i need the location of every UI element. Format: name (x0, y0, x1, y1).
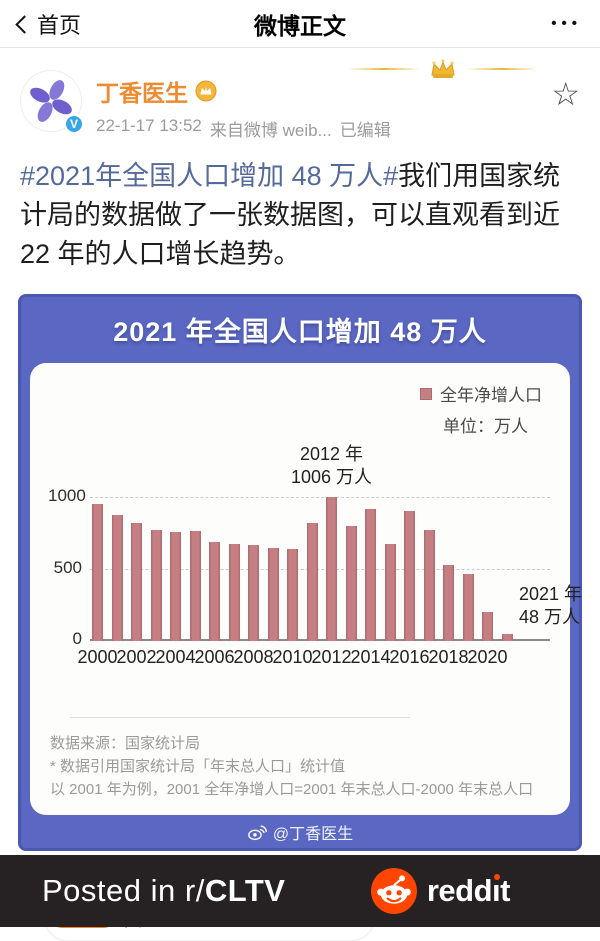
bar-2015 (384, 543, 396, 641)
weibo-post: V 丁香医生 22-1-17 13:52 来自微博 weib... 已编辑 ☆ … (0, 48, 600, 941)
x-tick-label: 2010 (272, 647, 313, 667)
x-tick-label: 2000 (77, 647, 118, 667)
note-citation: * 数据引用国家统计局「年末总人口」统计值 (50, 758, 346, 775)
hashtag-link[interactable]: #2021年全国人口增加 48 万人# (20, 161, 399, 191)
bar-2007 (228, 543, 240, 641)
post-header: V 丁香医生 22-1-17 13:52 来自微博 weib... 已编辑 ☆ (20, 48, 580, 141)
post-source[interactable]: 来自微博 weib... (209, 121, 332, 140)
chart-area: 0 500 1000 2012 年 1006 万人 2021 年 48 万人 (48, 441, 582, 648)
bar-2008 (248, 544, 259, 641)
posted-in-label: Posted in r/CLTV (42, 873, 285, 909)
y-tick-label: 0 (72, 629, 82, 648)
gridline (90, 568, 550, 570)
post-body: #2021年全国人口增加 48 万人#我们用国家统计局的数据做了一张数据图，可以… (20, 157, 580, 274)
y-tick-label: 1000 (48, 486, 86, 505)
x-tick-label: 2020 (467, 647, 508, 667)
bar-2010 (287, 549, 298, 641)
wordmark-i-dot: ı (492, 873, 501, 908)
reddit-footer-bar: Posted in r/CLTV reddıt (0, 855, 600, 927)
posted-prefix: Posted in r/ (42, 873, 205, 908)
legend-label: 全年净增人口 (440, 386, 542, 405)
chart-watermark-text: @丁香医生 (272, 826, 354, 843)
unit-label: 单位：万人 (443, 417, 528, 436)
post-text: 我们用国家统计局的数据做了一张数据图，可以直观看到近 22 年的人口增长趋势。 (20, 161, 561, 269)
crown-icon (431, 59, 455, 78)
bar-2009 (267, 548, 279, 641)
annotation-2021: 2021 年 48 万人 (519, 584, 582, 627)
chart-title: 2021 年全国人口增加 48 万人 (113, 317, 487, 347)
bar-2013 (345, 526, 357, 641)
notes-divider (70, 717, 410, 718)
bar-2011 (306, 523, 318, 641)
bar-2004 (170, 532, 181, 641)
subreddit-name[interactable]: CLTV (204, 873, 286, 908)
avatar-image (20, 70, 82, 132)
gold-line-left (348, 68, 420, 70)
bar-2000 (92, 504, 103, 641)
reddit-snoo-icon (370, 868, 417, 914)
lilac-flower-logo (30, 80, 72, 122)
chart-inner-card: 全年净增人口 单位：万人 0 500 1000 2012 年 1006 万人 2021 … (30, 363, 582, 815)
bar-2005 (189, 531, 201, 641)
top-navigation-bar: 首页 微博正文 ••• (0, 0, 600, 48)
bar-2017 (423, 529, 435, 641)
x-tick-label: 2008 (233, 647, 274, 667)
chart-plot: 0 500 1000 (48, 486, 550, 648)
bar-2006 (209, 542, 220, 641)
more-options-button[interactable]: ••• (551, 15, 582, 32)
wordmark-tail: t (500, 873, 510, 908)
avatar[interactable]: V (20, 70, 84, 134)
wordmark-head: redd (426, 873, 493, 908)
back-button[interactable]: 首页 (15, 8, 82, 40)
chart-legend: 全年净增人口 单位：万人 (50, 381, 550, 437)
chart-watermark: @丁香医生 (18, 815, 582, 851)
chart-image[interactable]: 2021 年全国人口增加 48 万人 全年净增人口 单位：万人 0 500 1000… (18, 294, 582, 851)
crown-decoration (348, 58, 538, 80)
verified-badge-icon: V (64, 114, 84, 134)
note-example: 以 2001 年为例，2001 全年净增人口=2001 年末总人口-2000 年… (50, 781, 534, 798)
bar-2002 (131, 522, 142, 641)
weibo-logo-icon (247, 825, 267, 841)
back-label: 首页 (37, 12, 82, 38)
bar-2019 (462, 574, 474, 641)
vip-crown-icon (195, 80, 217, 102)
author-block: 丁香医生 22-1-17 13:52 来自微博 weib... 已编辑 (96, 70, 551, 141)
note-source: 数据来源：国家统计局 (50, 735, 201, 752)
bar-2003 (150, 530, 162, 641)
edited-label: 已编辑 (339, 121, 391, 140)
bar-2012 (326, 497, 337, 641)
x-tick-label: 2002 (116, 647, 157, 667)
reddit-brand: reddıt (370, 868, 511, 914)
bar-2018 (443, 565, 454, 641)
favorite-star-button[interactable]: ☆ (551, 75, 580, 113)
x-tick-label: 2016 (389, 647, 430, 667)
back-chevron-icon (15, 14, 34, 34)
x-axis-labels: 2000 2002 2004 2006 2008 2010 2012 2014 2016 2018… (77, 647, 550, 671)
reddit-wordmark: reddıt (426, 873, 511, 909)
x-tick-label: 2004 (155, 647, 196, 667)
x-tick-label: 2012 (311, 647, 352, 667)
post-meta: 22-1-17 13:52 来自微博 weib... 已编辑 (96, 116, 551, 141)
gridline (90, 497, 550, 498)
timestamp: 22-1-17 13:52 (96, 116, 202, 135)
x-tick-label: 2014 (350, 647, 391, 667)
y-tick-label: 500 (53, 557, 82, 577)
x-axis-line (90, 639, 550, 641)
author-name[interactable]: 丁香医生 (96, 80, 188, 106)
bar-2001 (111, 514, 123, 641)
legend-swatch (420, 387, 432, 400)
annotation-2012: 2012 年 1006 万人 (290, 444, 373, 487)
bar-2021 (501, 634, 513, 641)
gold-line-right (466, 68, 538, 70)
bar-2016 (404, 511, 415, 641)
x-tick-label: 2018 (428, 647, 469, 667)
page-title: 微博正文 (254, 12, 346, 39)
bar-2014 (365, 509, 376, 641)
bar-2020 (482, 611, 493, 641)
x-tick-label: 2006 (194, 647, 235, 667)
